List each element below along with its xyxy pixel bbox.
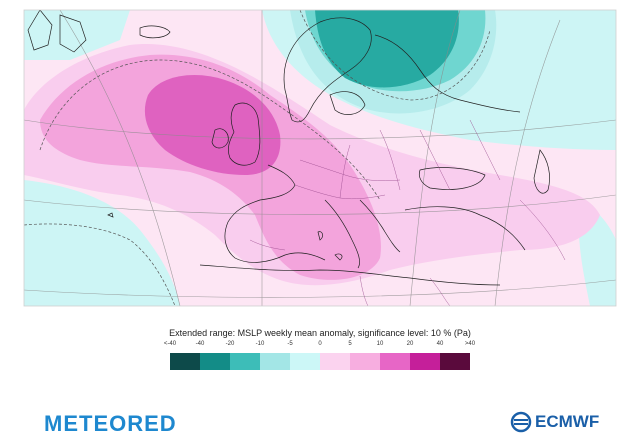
ecmwf-logo: ECMWF <box>510 411 599 433</box>
country-borders <box>249 119 566 306</box>
legend-swatch <box>290 353 320 370</box>
legend-swatch <box>410 353 440 370</box>
atlantic-negative-sw <box>24 180 180 306</box>
legend-tick: -5 <box>287 341 293 347</box>
negative-anomaly-strong <box>315 10 459 88</box>
legend-tick: 20 <box>406 341 414 347</box>
positive-anomaly-strong <box>144 75 281 175</box>
meteored-logo: METEORED <box>44 411 177 436</box>
legend-swatch <box>350 353 380 370</box>
legend-swatch <box>200 353 230 370</box>
legend-tick-labels: <-40 -40 -20 -10 -5 0 5 10 20 40 >40 <box>0 341 640 351</box>
ecmwf-logo-text: ECMWF <box>535 412 600 431</box>
legend-swatch <box>170 353 200 370</box>
legend-tick: <-40 <box>163 341 177 347</box>
significance-contours <box>24 10 491 306</box>
graticule <box>24 10 616 306</box>
legend-swatch <box>230 353 260 370</box>
legend-tick: 10 <box>376 341 384 347</box>
legend-tick: 40 <box>436 341 444 347</box>
legend-tick: 5 <box>348 341 352 347</box>
legend-tick: >40 <box>464 341 476 347</box>
legend-tick: -20 <box>225 341 235 347</box>
legend-tick: 0 <box>318 341 322 347</box>
legend-swatch <box>260 353 290 370</box>
legend-color-bar <box>170 353 470 370</box>
legend-tick: -40 <box>195 341 205 347</box>
map-frame <box>23 9 617 307</box>
legend-swatch <box>380 353 410 370</box>
coastlines <box>27 10 550 286</box>
legend-title: Extended range: MSLP weekly mean anomaly… <box>169 328 471 338</box>
legend-swatch <box>440 353 470 370</box>
atlantic-negative-west <box>24 10 130 60</box>
legend-swatch <box>320 353 350 370</box>
legend-tick: -10 <box>255 341 265 347</box>
ecmwf-globe-icon <box>510 411 532 433</box>
